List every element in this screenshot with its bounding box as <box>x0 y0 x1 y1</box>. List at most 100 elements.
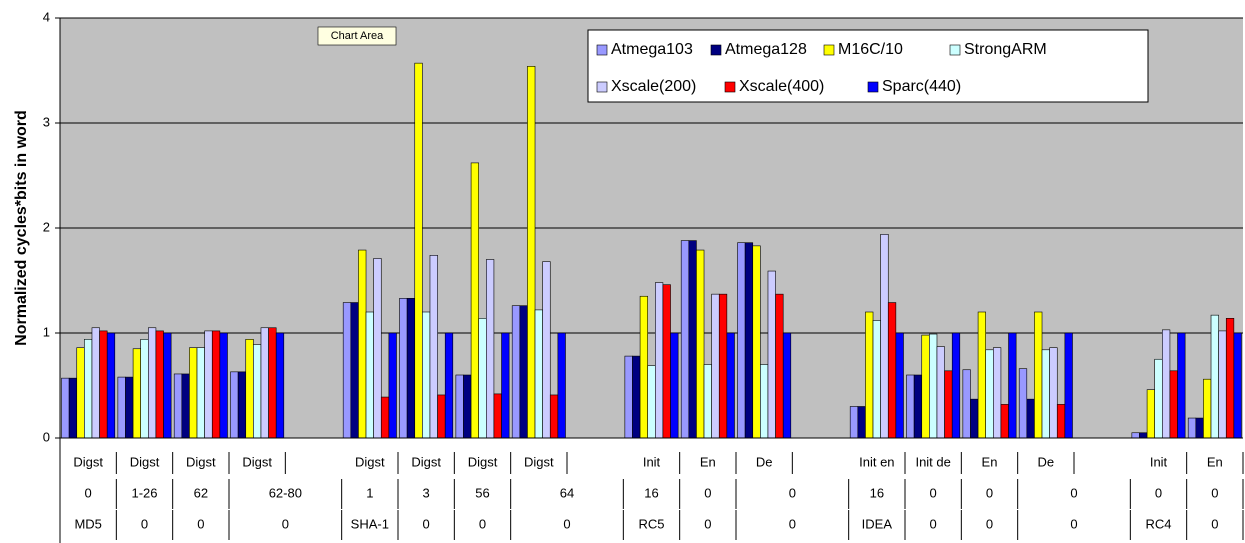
bar <box>662 284 671 439</box>
bar <box>977 311 986 439</box>
bar <box>744 242 754 439</box>
bar <box>76 347 85 439</box>
bar <box>1008 332 1017 439</box>
legend-label: StrongARM <box>964 41 1047 58</box>
bar <box>140 338 149 439</box>
bar <box>204 330 213 439</box>
bar <box>1131 432 1140 439</box>
bar <box>350 302 359 439</box>
bar <box>703 364 712 439</box>
category-label: 56 <box>475 485 489 500</box>
bar <box>1139 432 1148 439</box>
category-label: Digst <box>242 454 272 469</box>
bar <box>211 330 221 439</box>
bar <box>99 330 108 439</box>
bar <box>1034 311 1043 439</box>
category-label: 0 <box>930 485 937 500</box>
category-label: 0 <box>1211 485 1218 500</box>
bar <box>106 332 116 439</box>
bar <box>61 377 70 439</box>
bar <box>1218 330 1227 439</box>
bar <box>380 396 390 439</box>
bar <box>647 365 656 439</box>
bar <box>455 374 464 439</box>
category-label: 0 <box>563 516 570 531</box>
bar <box>726 332 735 439</box>
bar <box>1000 404 1009 439</box>
bar <box>962 369 971 439</box>
bar <box>680 240 690 439</box>
bar <box>414 62 423 439</box>
bar <box>501 332 510 439</box>
bar <box>117 376 126 439</box>
bar <box>155 330 164 439</box>
bar <box>887 302 897 439</box>
category-label: Digst <box>186 454 216 469</box>
category-label: 0 <box>1070 516 1077 531</box>
bar <box>163 332 172 439</box>
category-label: Digst <box>130 454 160 469</box>
category-label: 16 <box>870 485 884 500</box>
bar <box>132 348 141 439</box>
bar <box>1162 329 1171 439</box>
category-label: Digst <box>355 454 385 469</box>
legend-label: Atmega103 <box>611 41 693 58</box>
category-label: Init <box>1150 454 1168 469</box>
bar <box>775 293 784 439</box>
category-label: 1-26 <box>131 485 157 500</box>
bar <box>1018 368 1028 439</box>
category-label: 62-80 <box>269 485 302 500</box>
bar <box>358 249 367 439</box>
bar <box>1187 417 1197 439</box>
bar <box>1041 349 1050 439</box>
category-label: 0 <box>789 516 796 531</box>
bar <box>688 240 697 439</box>
category-label: SHA-1 <box>351 516 389 531</box>
category-label: En <box>1207 454 1223 469</box>
category-label: 64 <box>560 485 574 500</box>
legend-label: Xscale(200) <box>611 78 696 95</box>
bar <box>463 374 472 439</box>
bar <box>342 302 352 439</box>
bar <box>929 333 938 439</box>
bar <box>275 332 285 439</box>
tooltip-box <box>317 26 397 46</box>
bar <box>444 332 454 439</box>
category-label: 3 <box>423 485 430 500</box>
bar <box>865 311 874 439</box>
bar <box>511 305 521 439</box>
category-label: 0 <box>704 485 711 500</box>
category-label: Init en <box>859 454 894 469</box>
bar <box>849 406 859 439</box>
legend-swatch <box>596 81 608 93</box>
bar <box>1049 347 1058 439</box>
category-label: En <box>700 454 716 469</box>
category-label: 0 <box>930 516 937 531</box>
bar <box>760 364 769 439</box>
category-label: Digst <box>468 454 498 469</box>
bar <box>970 398 979 439</box>
bar <box>237 371 247 439</box>
bar <box>872 320 881 439</box>
legend-swatch <box>949 44 961 56</box>
legend-label: Atmega128 <box>725 41 807 58</box>
category-label: 62 <box>194 485 208 500</box>
bar <box>767 270 776 439</box>
bar <box>737 242 746 439</box>
bar <box>655 282 664 439</box>
bar <box>373 258 382 439</box>
bar <box>388 332 397 439</box>
category-label: 1 <box>366 485 373 500</box>
bar <box>253 344 262 439</box>
bar <box>632 355 641 439</box>
bar <box>913 374 923 439</box>
bar <box>1169 370 1178 439</box>
bar <box>944 370 953 439</box>
bar <box>406 298 416 439</box>
bar <box>880 234 889 439</box>
bar <box>91 327 100 439</box>
category-label: 0 <box>423 516 430 531</box>
legend-swatch <box>710 44 722 56</box>
bar <box>1210 314 1219 439</box>
